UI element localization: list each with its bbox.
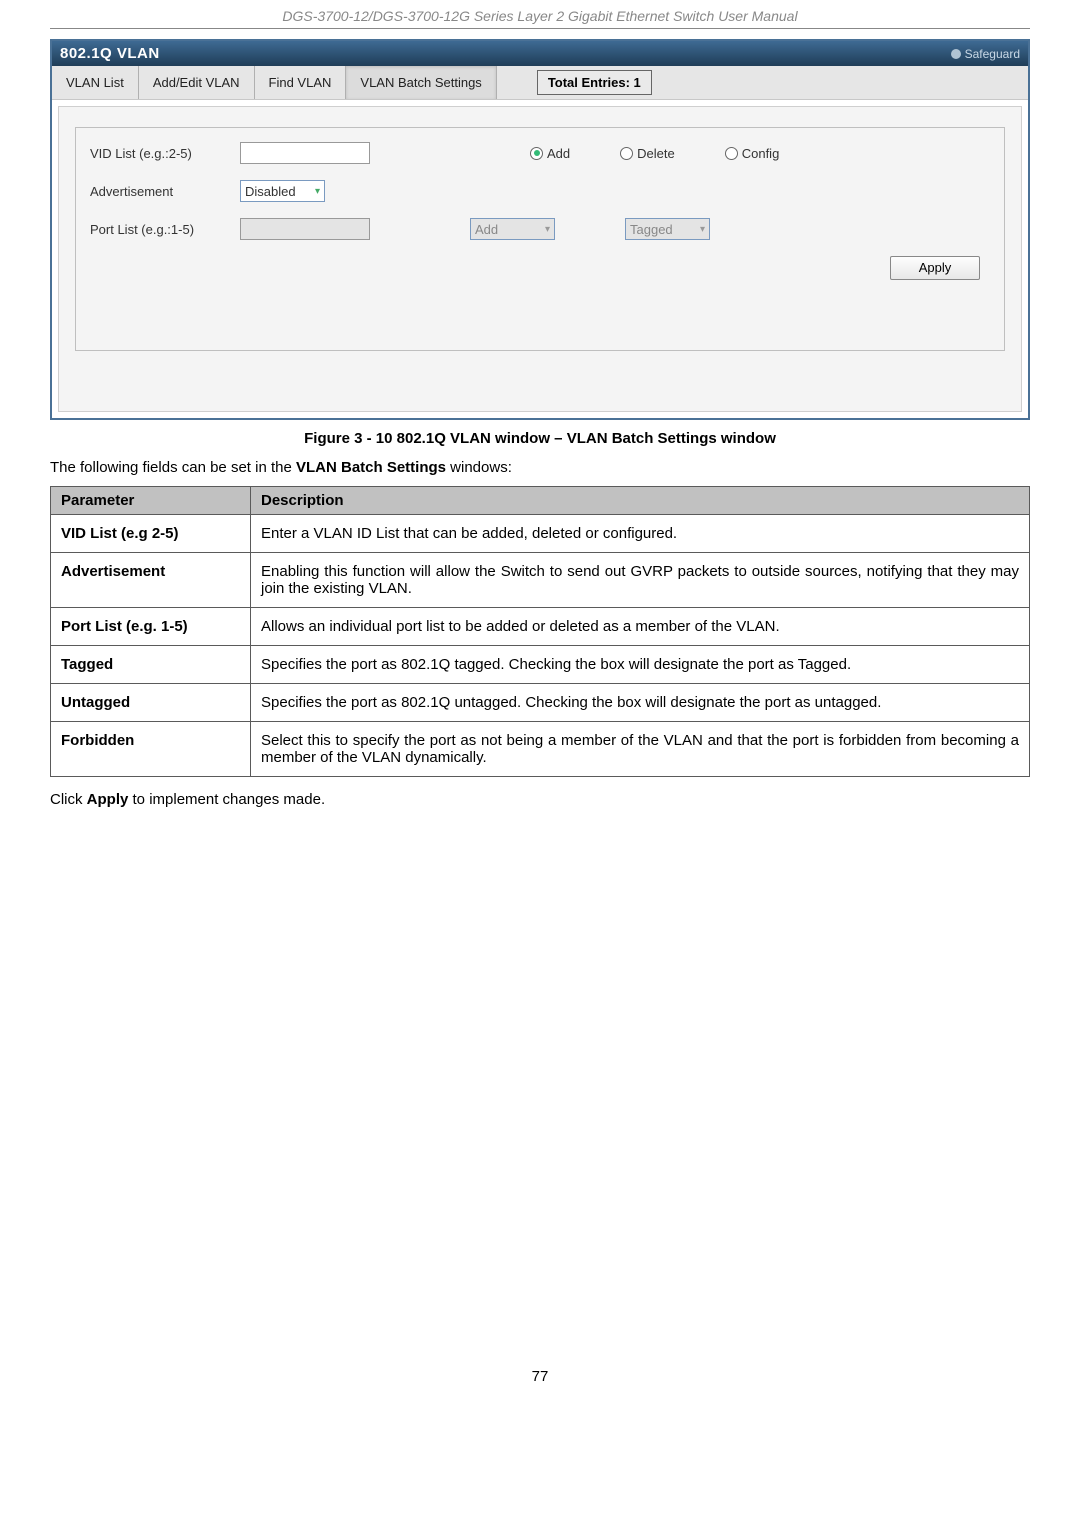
safeguard-badge: Safeguard bbox=[951, 47, 1020, 61]
action-radio-group: Add Delete Config bbox=[530, 146, 779, 161]
param-name: Forbidden bbox=[51, 722, 251, 777]
radio-config-label: Config bbox=[742, 146, 780, 161]
doc-header: DGS-3700-12/DGS-3700-12G Series Layer 2 … bbox=[50, 8, 1030, 24]
intro-pre: The following fields can be set in the bbox=[50, 459, 296, 476]
table-row: VID List (e.g 2-5) Enter a VLAN ID List … bbox=[51, 515, 1030, 553]
intro-text: The following fields can be set in the V… bbox=[50, 459, 1030, 476]
radio-delete-label: Delete bbox=[637, 146, 675, 161]
port-tag-select: Tagged ▾ bbox=[625, 218, 710, 240]
footer-bold: Apply bbox=[87, 791, 129, 808]
table-row: Advertisement Enabling this function wil… bbox=[51, 553, 1030, 608]
row-port-list: Port List (e.g.:1-5) Add ▾ Tagged ▾ bbox=[90, 218, 990, 240]
screenshot-panel: 802.1Q VLAN Safeguard VLAN List Add/Edit… bbox=[50, 39, 1030, 420]
advertisement-label: Advertisement bbox=[90, 184, 240, 199]
tab-bar: VLAN List Add/Edit VLAN Find VLAN VLAN B… bbox=[52, 66, 1028, 100]
safeguard-label: Safeguard bbox=[965, 47, 1020, 61]
th-description: Description bbox=[251, 487, 1030, 515]
port-list-input bbox=[240, 218, 370, 240]
form-inner: VID List (e.g.:2-5) Add Delete bbox=[75, 127, 1005, 351]
tab-vlan-batch-settings[interactable]: VLAN Batch Settings bbox=[346, 66, 496, 99]
param-name: Advertisement bbox=[51, 553, 251, 608]
chevron-down-icon: ▾ bbox=[700, 224, 705, 235]
row-vid-list: VID List (e.g.:2-5) Add Delete bbox=[90, 142, 990, 164]
total-entries: Total Entries: 1 bbox=[537, 70, 652, 95]
param-desc: Specifies the port as 802.1Q tagged. Che… bbox=[251, 646, 1030, 684]
table-row: Forbidden Select this to specify the por… bbox=[51, 722, 1030, 777]
table-header-row: Parameter Description bbox=[51, 487, 1030, 515]
footer-post: to implement changes made. bbox=[128, 791, 325, 808]
apply-row: Apply bbox=[90, 256, 990, 280]
page-number: 77 bbox=[0, 1368, 1080, 1385]
advertisement-select-value: Disabled bbox=[245, 184, 296, 199]
table-row: Tagged Specifies the port as 802.1Q tagg… bbox=[51, 646, 1030, 684]
radio-add-dot bbox=[530, 147, 543, 160]
form-area: VID List (e.g.:2-5) Add Delete bbox=[58, 106, 1022, 412]
table-row: Port List (e.g. 1-5) Allows an individua… bbox=[51, 608, 1030, 646]
port-action-select: Add ▾ bbox=[470, 218, 555, 240]
vid-list-input[interactable] bbox=[240, 142, 370, 164]
vid-list-label: VID List (e.g.:2-5) bbox=[90, 146, 240, 161]
radio-delete-dot bbox=[620, 147, 633, 160]
table-row: Untagged Specifies the port as 802.1Q un… bbox=[51, 684, 1030, 722]
window-title: 802.1Q VLAN bbox=[60, 45, 160, 62]
apply-button[interactable]: Apply bbox=[890, 256, 980, 280]
radio-config[interactable]: Config bbox=[725, 146, 780, 161]
tab-vlan-list[interactable]: VLAN List bbox=[52, 66, 139, 99]
param-desc: Specifies the port as 802.1Q untagged. C… bbox=[251, 684, 1030, 722]
port-action-select-value: Add bbox=[475, 222, 498, 237]
advertisement-select[interactable]: Disabled ▾ bbox=[240, 180, 325, 202]
param-name: Tagged bbox=[51, 646, 251, 684]
radio-add[interactable]: Add bbox=[530, 146, 570, 161]
param-desc: Enter a VLAN ID List that can be added, … bbox=[251, 515, 1030, 553]
param-name: Port List (e.g. 1-5) bbox=[51, 608, 251, 646]
chevron-down-icon: ▾ bbox=[545, 224, 550, 235]
th-parameter: Parameter bbox=[51, 487, 251, 515]
radio-config-dot bbox=[725, 147, 738, 160]
footer-text: Click Apply to implement changes made. bbox=[50, 791, 1030, 808]
intro-bold: VLAN Batch Settings bbox=[296, 459, 446, 476]
param-name: Untagged bbox=[51, 684, 251, 722]
parameter-table: Parameter Description VID List (e.g 2-5)… bbox=[50, 486, 1030, 777]
safeguard-icon bbox=[951, 49, 961, 59]
intro-post: windows: bbox=[446, 459, 512, 476]
param-desc: Select this to specify the port as not b… bbox=[251, 722, 1030, 777]
window-titlebar: 802.1Q VLAN Safeguard bbox=[52, 41, 1028, 66]
port-list-label: Port List (e.g.:1-5) bbox=[90, 222, 240, 237]
chevron-down-icon: ▾ bbox=[315, 186, 320, 197]
param-name: VID List (e.g 2-5) bbox=[51, 515, 251, 553]
radio-delete[interactable]: Delete bbox=[620, 146, 675, 161]
param-desc: Enabling this function will allow the Sw… bbox=[251, 553, 1030, 608]
port-tag-select-value: Tagged bbox=[630, 222, 673, 237]
figure-caption: Figure 3 - 10 802.1Q VLAN window – VLAN … bbox=[0, 430, 1080, 447]
tab-add-edit-vlan[interactable]: Add/Edit VLAN bbox=[139, 66, 255, 99]
tab-find-vlan[interactable]: Find VLAN bbox=[255, 66, 347, 99]
param-desc: Allows an individual port list to be add… bbox=[251, 608, 1030, 646]
footer-pre: Click bbox=[50, 791, 87, 808]
radio-add-label: Add bbox=[547, 146, 570, 161]
header-rule bbox=[50, 28, 1030, 29]
row-advertisement: Advertisement Disabled ▾ bbox=[90, 180, 990, 202]
